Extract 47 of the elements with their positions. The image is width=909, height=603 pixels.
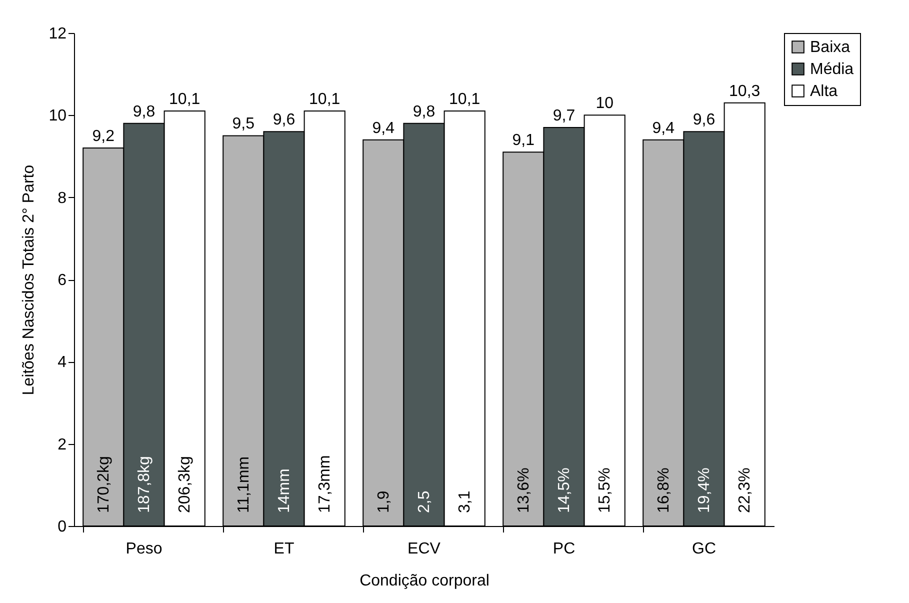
annotation: 3,1 bbox=[456, 490, 474, 513]
annotation: 11,1mm bbox=[235, 456, 252, 513]
x-tick-label: GC bbox=[692, 540, 716, 558]
x-axis-title: Condição corporal bbox=[360, 572, 490, 590]
y-tick-label: 8 bbox=[58, 190, 67, 207]
annotation: 16,8% bbox=[655, 468, 672, 513]
data-label: 10 bbox=[596, 95, 614, 112]
annotation: 2,5 bbox=[416, 490, 433, 513]
annotation: 13,6% bbox=[515, 468, 532, 513]
annotation: 15,5% bbox=[596, 468, 614, 513]
data-label: 10,3 bbox=[729, 82, 760, 100]
y-tick-label: 10 bbox=[48, 108, 67, 125]
annotation: 14mm bbox=[276, 468, 293, 513]
annotation: 19,4% bbox=[696, 468, 713, 513]
data-label: 9,6 bbox=[692, 112, 716, 129]
legend-label: Média bbox=[810, 61, 854, 78]
y-tick-label: 4 bbox=[58, 354, 67, 372]
data-label: 9,4 bbox=[372, 120, 395, 137]
data-label: 10,1 bbox=[449, 91, 480, 108]
annotation: 1,9 bbox=[375, 490, 392, 513]
x-tick-label: PC bbox=[552, 540, 576, 558]
data-label: 9,2 bbox=[92, 128, 115, 146]
annotation: 170,2kg bbox=[95, 456, 112, 513]
annotation: 187,8kg bbox=[136, 456, 153, 513]
data-label: 10,1 bbox=[169, 91, 200, 108]
data-label: 9,8 bbox=[412, 103, 436, 120]
data-label: 9,4 bbox=[652, 120, 675, 137]
data-label: 10,1 bbox=[309, 91, 340, 108]
annotation: 206,3kg bbox=[176, 456, 194, 513]
annotation: 17,3mm bbox=[316, 455, 334, 513]
x-tick-label: ECV bbox=[408, 540, 441, 558]
y-tick-label: 12 bbox=[48, 26, 67, 42]
data-label: 9,7 bbox=[552, 107, 576, 124]
x-tick-label: Peso bbox=[126, 540, 162, 558]
y-tick-label: 6 bbox=[58, 272, 67, 289]
y-tick-label: 2 bbox=[58, 436, 67, 454]
data-label: 9,5 bbox=[232, 116, 255, 133]
legend-label: Alta bbox=[810, 83, 838, 100]
y-axis-title: Leitões Nascidos Totais 2° Parto bbox=[20, 164, 38, 396]
legend-label: Baixa bbox=[810, 39, 850, 56]
annotation: 22,3% bbox=[736, 468, 754, 513]
data-label: 9,1 bbox=[512, 132, 535, 150]
x-tick-label: ET bbox=[274, 540, 294, 558]
data-label: 9,6 bbox=[272, 112, 296, 129]
y-tick-label: 0 bbox=[58, 518, 67, 536]
data-label: 9,8 bbox=[132, 103, 156, 120]
annotation: 14,5% bbox=[556, 468, 573, 513]
